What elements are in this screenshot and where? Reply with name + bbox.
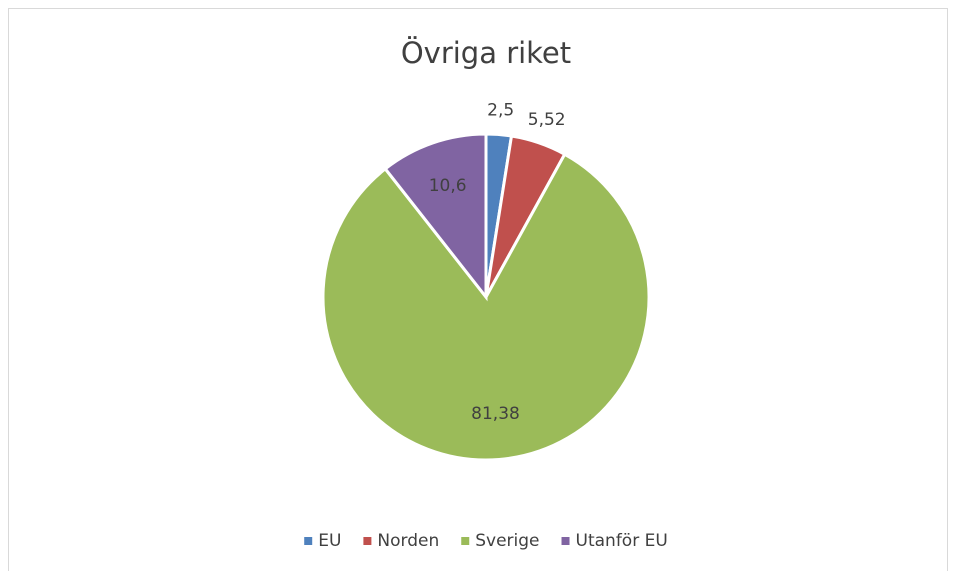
legend-marker bbox=[304, 537, 313, 545]
legend-marker bbox=[561, 537, 570, 545]
legend-label: Norden bbox=[377, 531, 439, 551]
legend-marker bbox=[461, 537, 470, 545]
data-label: 81,38 bbox=[471, 404, 520, 424]
legend-label: Utanför EU bbox=[576, 531, 668, 551]
pie-slice bbox=[321, 152, 651, 462]
pie-slice bbox=[383, 132, 488, 302]
data-label: 2,5 bbox=[487, 101, 514, 121]
data-label: 10,6 bbox=[429, 176, 467, 196]
legend-label: Sverige bbox=[475, 531, 539, 551]
data-label: 5,52 bbox=[528, 110, 566, 130]
legend-label: EU bbox=[318, 531, 341, 551]
chart-title: Övriga riket bbox=[401, 36, 571, 70]
legend-marker bbox=[363, 537, 372, 545]
